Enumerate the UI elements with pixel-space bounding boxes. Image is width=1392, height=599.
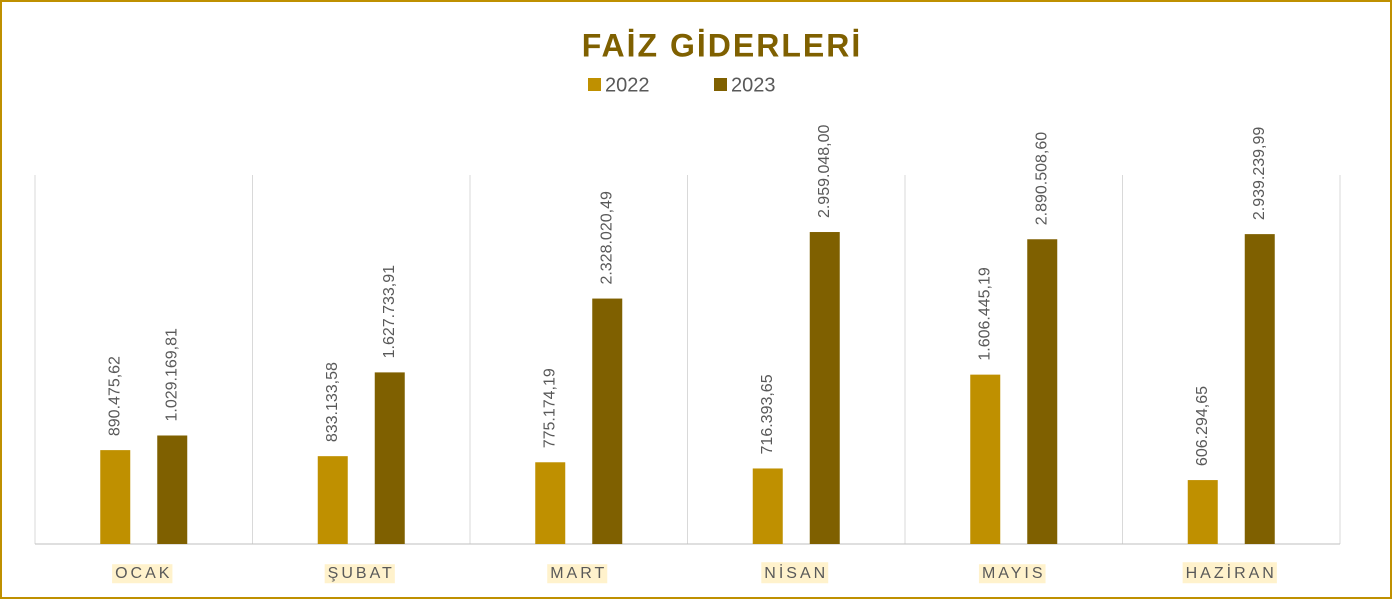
legend-label: 2022 <box>605 74 650 96</box>
x-tick-highlight <box>1182 562 1277 584</box>
data-label: 2.939.239,99 <box>1251 127 1268 221</box>
bar <box>1187 480 1218 544</box>
data-label: 1.606.445,19 <box>976 267 993 361</box>
bar <box>1244 234 1275 545</box>
data-label: 606.294,65 <box>1194 386 1211 466</box>
x-tick-label: MAYIS <box>982 565 1046 582</box>
bar <box>535 462 566 544</box>
data-label: 890.475,62 <box>106 356 123 436</box>
bar <box>1027 239 1058 544</box>
data-label: 2.959.048,00 <box>816 125 833 219</box>
bar <box>592 298 623 544</box>
bar <box>157 435 188 544</box>
data-label: 775.174,19 <box>541 368 558 448</box>
x-tick-label: NİSAN <box>764 563 828 582</box>
bar <box>970 374 1001 544</box>
chart-title: FAİZ GİDERLERİ <box>582 27 862 63</box>
legend-swatch <box>588 78 601 91</box>
x-tick-label: OCAK <box>115 565 172 582</box>
x-tick-highlight <box>761 562 829 584</box>
bar <box>374 372 405 544</box>
bar <box>752 468 783 544</box>
legend-swatch <box>714 78 727 91</box>
x-tick-label: MART <box>550 565 607 582</box>
x-tick-highlight <box>112 564 173 584</box>
x-tick-highlight <box>978 564 1046 584</box>
data-label: 833.133,58 <box>324 362 341 442</box>
x-tick-highlight <box>547 564 608 584</box>
x-tick-label: HAZİRAN <box>1186 563 1277 582</box>
data-label: 1.627.733,91 <box>381 265 398 359</box>
x-tick-highlight <box>324 564 395 584</box>
data-label: 2.890.508,60 <box>1033 132 1050 226</box>
data-label: 2.328.020,49 <box>598 191 615 285</box>
bar <box>317 456 348 544</box>
bar <box>809 232 840 544</box>
data-label: 1.029.169,81 <box>163 328 180 422</box>
data-label: 716.393,65 <box>759 374 776 454</box>
legend-label: 2023 <box>731 74 776 96</box>
x-tick-label: ŞUBAT <box>328 565 395 582</box>
bar <box>100 450 131 544</box>
